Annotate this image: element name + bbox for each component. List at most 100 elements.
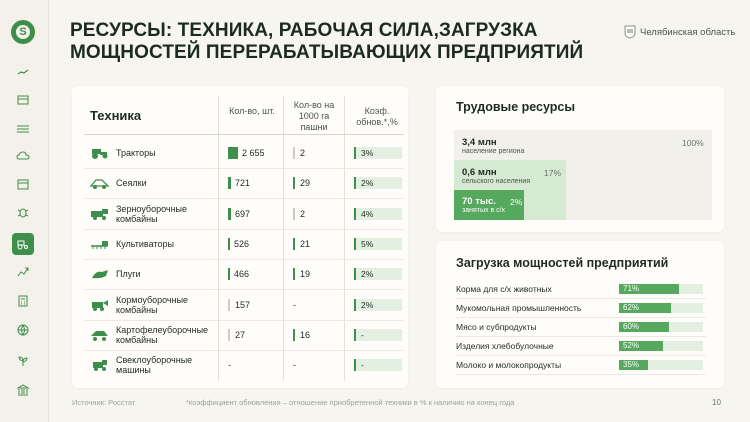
per1000-value: 29	[300, 178, 311, 189]
count-cell: 27	[228, 320, 245, 350]
sidebar: S	[0, 0, 49, 422]
renew-bar	[354, 207, 356, 220]
globe-icon[interactable]	[15, 322, 31, 338]
labor-employed-box	[454, 190, 524, 220]
count-value: 466	[234, 269, 250, 280]
tractor-icon[interactable]	[12, 233, 34, 255]
load-bar-track: 71%	[619, 283, 703, 294]
per1000-bar	[293, 177, 295, 190]
row-name: Культиваторы	[116, 238, 174, 249]
renew-value: 3%	[361, 148, 374, 158]
per1000-cell: 16	[293, 320, 310, 350]
count-value: 27	[235, 329, 246, 340]
renew-value: 5%	[361, 238, 374, 249]
count-value: 697	[235, 208, 251, 219]
logo[interactable]: S	[11, 20, 35, 44]
count-cell: 2 655	[228, 138, 265, 168]
load-bar-fill	[619, 340, 663, 351]
seeder-icon	[89, 176, 110, 190]
per1000-value: 2	[300, 148, 306, 158]
renew-cell: 2%	[354, 177, 402, 190]
region-name: Челябинская область	[640, 26, 736, 38]
tech-title: Техника	[90, 108, 142, 123]
combine-harvester-icon	[90, 207, 110, 221]
labor-employed-pct: 2%	[510, 197, 523, 207]
per1000-cell: 21	[293, 229, 310, 259]
bank-icon[interactable]	[15, 382, 31, 398]
load-bar-track: 62%	[619, 302, 703, 313]
renew-value: 4%	[361, 208, 374, 219]
row-name: Кормоуборочные комбайны	[116, 294, 189, 315]
table-row: Тракторы 2 655 2 3%	[84, 138, 404, 169]
table-row: Свеклоуборочные машины - - -	[84, 350, 404, 380]
load-label: Мясо и субпродукты	[456, 321, 537, 332]
labor-employed-label: занятых в с/х	[462, 207, 506, 214]
list-item: Изделия хлебобулочные 52%	[456, 336, 706, 356]
labor-rural-value: 0,6 млн	[462, 167, 497, 178]
count-cell: 721	[228, 168, 250, 198]
count-bar	[228, 298, 230, 311]
plant-icon[interactable]	[15, 353, 31, 369]
page-title: РЕСУРСЫ: ТЕХНИКА, РАБОЧАЯ СИЛА,ЗАГРУЗКА …	[70, 20, 584, 63]
per1000-cell: -	[293, 350, 296, 380]
per1000-cell: 19	[293, 259, 310, 289]
calculator-icon[interactable]	[15, 293, 31, 309]
tech-card: Техника Кол-во, шт. Кол-во на 1000 га па…	[72, 86, 408, 388]
per1000-cell: 29	[293, 168, 310, 198]
table-row: Сеялки 721 29 2%	[84, 168, 404, 200]
per1000-value: 2	[300, 208, 306, 219]
renew-bar	[354, 268, 356, 281]
footer-source: Источник: Росстат	[72, 398, 136, 407]
table-row: Картофелеуборочные комбайны 27 16 -	[84, 320, 404, 351]
documents-icon[interactable]	[15, 92, 31, 108]
labor-employed-value: 70 тыс.	[462, 196, 496, 207]
renew-value: -	[361, 329, 364, 340]
renew-value: 2%	[361, 178, 374, 189]
load-label: Мукомольная промышленность	[456, 302, 582, 313]
per1000-cell: -	[293, 290, 296, 320]
forage-harvester-icon	[90, 298, 110, 312]
row-name: Плуги	[116, 269, 141, 280]
list-item: Мукомольная промышленность 62%	[456, 298, 706, 318]
count-bar	[228, 237, 230, 250]
per1000-value: 21	[300, 238, 311, 249]
per1000-cell: 2	[293, 199, 305, 229]
count-bar	[228, 147, 238, 159]
renew-cell: -	[354, 328, 402, 341]
bug-icon[interactable]	[15, 204, 31, 220]
load-bar-fill	[619, 359, 649, 370]
count-cell: -	[228, 350, 231, 380]
home-icon[interactable]	[15, 65, 31, 81]
load-pct: 52%	[623, 340, 640, 350]
list-item: Корма для с/х животных 71%	[456, 279, 706, 299]
labor-rural-pct: 17%	[544, 168, 562, 178]
growth-icon[interactable]	[15, 264, 31, 280]
row-name: Сеялки	[116, 178, 147, 189]
labor-title: Трудовые ресурсы	[456, 100, 576, 114]
calendar-icon[interactable]	[15, 176, 31, 192]
load-pct: 35%	[623, 359, 640, 369]
beet-harvester-icon	[90, 358, 110, 372]
load-pct: 71%	[623, 283, 640, 293]
coat-of-arms-icon	[624, 25, 636, 39]
weather-icon[interactable]	[15, 148, 31, 164]
load-pct: 62%	[623, 302, 640, 312]
load-label: Корма для с/х животных	[456, 283, 552, 294]
plow-icon	[90, 267, 110, 281]
column-divider	[283, 96, 284, 381]
renew-bar	[354, 177, 356, 190]
renew-bar	[354, 298, 356, 311]
cultivator-icon	[90, 237, 110, 251]
field-icon[interactable]	[15, 120, 31, 136]
page-number: 10	[712, 398, 721, 407]
table-row: Плуги 466 19 2%	[84, 259, 404, 291]
renew-cell: 5%	[354, 237, 402, 250]
renew-value: -	[361, 360, 364, 371]
renew-cell: 3%	[354, 147, 402, 159]
load-bar-track: 60%	[619, 321, 703, 332]
load-bar-track: 52%	[619, 340, 703, 351]
renew-bar	[354, 147, 356, 159]
count-value: 721	[235, 178, 251, 189]
renew-bar	[354, 237, 356, 250]
labor-rural-label: сельского населения	[462, 178, 531, 185]
